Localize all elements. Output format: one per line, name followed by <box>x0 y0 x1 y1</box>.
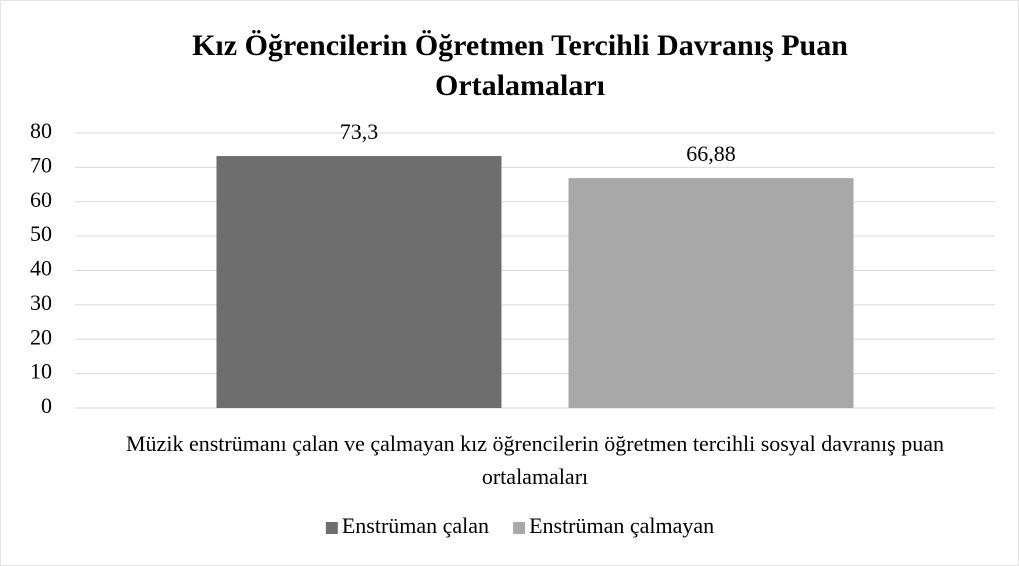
category-label-box: Müzik enstrümanı çalan ve çalmayan kız ö… <box>75 427 995 493</box>
y-tick-label: 30 <box>30 290 52 315</box>
bar <box>568 178 854 408</box>
y-tick-label: 10 <box>30 359 52 384</box>
y-tick-label: 0 <box>41 393 52 418</box>
y-tick-label: 70 <box>30 152 52 177</box>
bar <box>216 156 502 408</box>
legend-label: Enstrüman çalan <box>342 513 489 538</box>
legend-swatch <box>325 522 338 534</box>
y-tick-label: 20 <box>30 324 52 349</box>
y-tick-label: 60 <box>30 187 52 212</box>
chart-title: Kız Öğrencilerin Öğretmen Tercihli Davra… <box>192 29 848 102</box>
legend-swatch <box>513 522 526 534</box>
x-tick-label: Müzik enstrümanı çalan ve çalmayan kız ö… <box>126 431 944 489</box>
data-label: 66,88 <box>686 141 736 166</box>
y-tick-label: 50 <box>30 221 52 246</box>
legend-label: Enstrüman çalmayan <box>529 513 714 538</box>
y-tick-label: 40 <box>30 256 52 281</box>
data-label: 73,3 <box>340 119 379 144</box>
y-tick-label: 80 <box>30 118 52 143</box>
